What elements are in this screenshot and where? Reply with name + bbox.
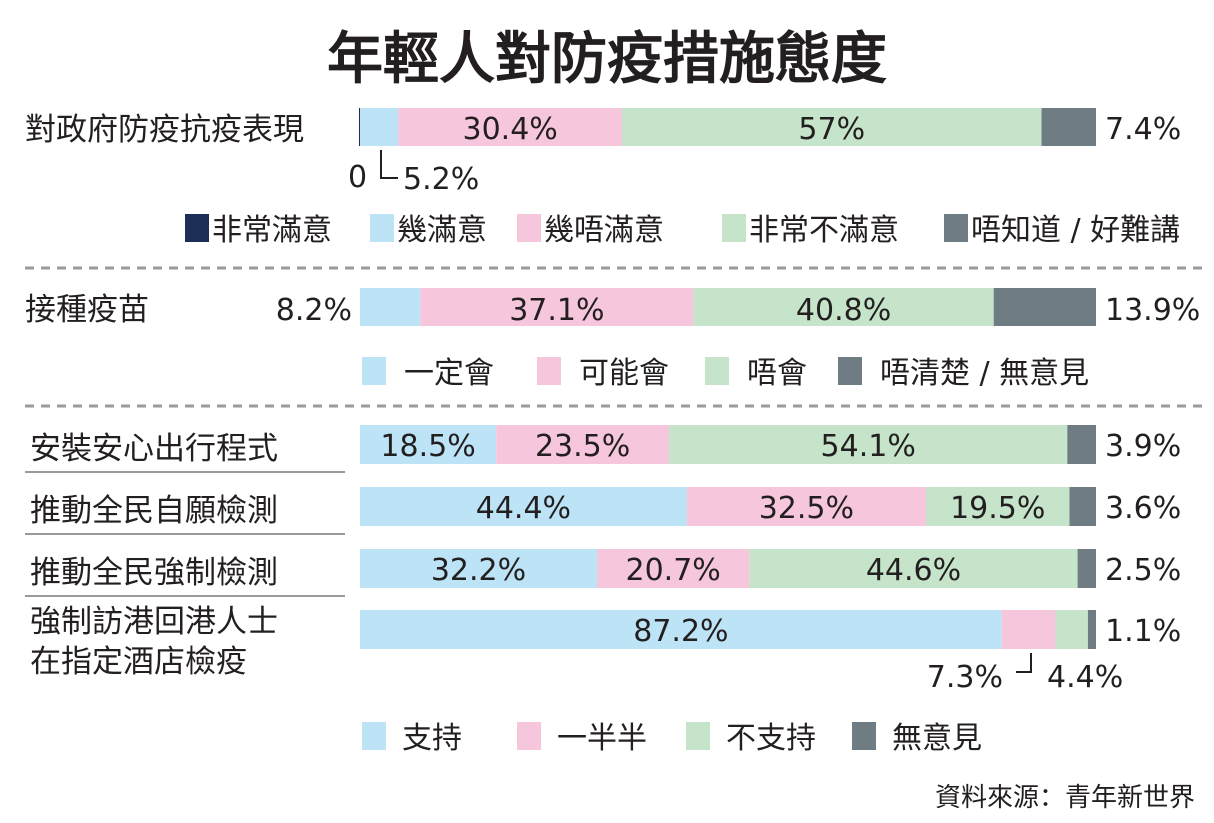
value-label: 8.2% [276,293,352,328]
legend-label: 一定會 [404,356,494,391]
category-label: 接種疫苗 [25,292,149,328]
bar-segment [360,108,399,146]
value-label: 18.5% [380,429,475,464]
bar-segment [1069,487,1096,526]
bar-segment [496,425,670,464]
value-label: 87.2% [633,614,728,649]
bar-segment [360,610,1002,649]
bar-segment [686,487,926,526]
leader-line [1016,653,1032,673]
value-label: 37.1% [509,293,604,328]
legend-swatch [537,357,561,385]
legend-label: 不支持 [726,721,816,756]
value-label: 57% [798,112,865,147]
bar-segment [622,108,1042,146]
category-label: 強制訪港回港人士 [30,604,278,640]
source-note: 資料來源：青年新世界 [935,783,1195,813]
legend-label: 唔會 [747,356,807,391]
legend-swatch [705,357,729,385]
legend-label: 非常滿意 [212,213,332,248]
legend-label: 可能會 [579,356,669,391]
category-label: 安裝安心出行程式 [30,431,278,467]
value-label: 40.8% [796,293,891,328]
value-label: 20.7% [626,553,721,588]
bar-segment [1067,425,1096,464]
bar-segment [360,487,687,526]
legend-swatch [185,214,209,242]
bar-segment [360,288,421,326]
bar-segment [1077,549,1096,588]
legend-swatch [362,722,386,750]
legend-label: 唔清楚 / 無意見 [880,356,1089,391]
bar-segment [1055,610,1088,649]
value-label: 44.6% [866,553,961,588]
legend-swatch [517,214,541,242]
category-label: 推動全民自願檢測 [30,493,278,529]
legend-swatch [517,722,541,750]
legend-label: 支持 [402,721,462,756]
value-label: 44.4% [476,491,571,526]
legend-swatch [944,214,968,242]
value-label: 5.2% [403,162,479,197]
legend-swatch [852,722,876,750]
bar-segment [1087,610,1096,649]
bar-segment [693,288,994,326]
bar-segment [993,288,1096,326]
legend-swatch [686,722,710,750]
legend-label: 唔知道 / 好難講 [971,213,1180,248]
legend-swatch [838,357,862,385]
legend-label: 無意見 [892,721,982,756]
value-label: 4.4% [1047,660,1123,695]
bar-segment [360,425,497,464]
category-label: 在指定酒店檢疫 [30,644,247,680]
bar-segment [749,549,1078,588]
legend-swatch [722,214,746,242]
category-label: 推動全民強制檢測 [30,555,278,591]
bar-segment [669,425,1068,464]
value-label: 19.5% [950,491,1045,526]
value-label: 13.9% [1105,293,1200,328]
value-label: 23.5% [535,429,630,464]
chart-title: 年輕人對防疫措施態度 [327,26,887,92]
value-label: 3.9% [1105,429,1181,464]
category-label: 對政府防疫抗疫表現 [25,112,304,148]
value-label: 30.4% [462,112,557,147]
bar-segment [420,288,694,326]
legend-swatch [370,214,394,242]
value-label: 3.6% [1105,491,1181,526]
value-label: 32.5% [759,491,854,526]
bar-segment [398,108,623,146]
legend-label: 幾滿意 [397,213,487,248]
value-label: 32.2% [431,553,526,588]
bar-segment [596,549,750,588]
bar-segment [1041,108,1096,146]
legend-label: 一半半 [557,721,647,756]
value-label: 7.4% [1105,112,1181,147]
bar-segment [925,487,1070,526]
bar-segment [1001,610,1056,649]
legend-label: 非常不滿意 [749,213,899,248]
legend-swatch [362,357,386,385]
value-label: 54.1% [821,429,916,464]
legend-label: 幾唔滿意 [544,213,664,248]
value-label: 2.5% [1105,553,1181,588]
value-label: 0 [348,160,367,195]
bar-segment [360,549,597,588]
value-label: 7.3% [927,660,1003,695]
leader-line [380,150,398,179]
value-label: 1.1% [1105,614,1181,649]
